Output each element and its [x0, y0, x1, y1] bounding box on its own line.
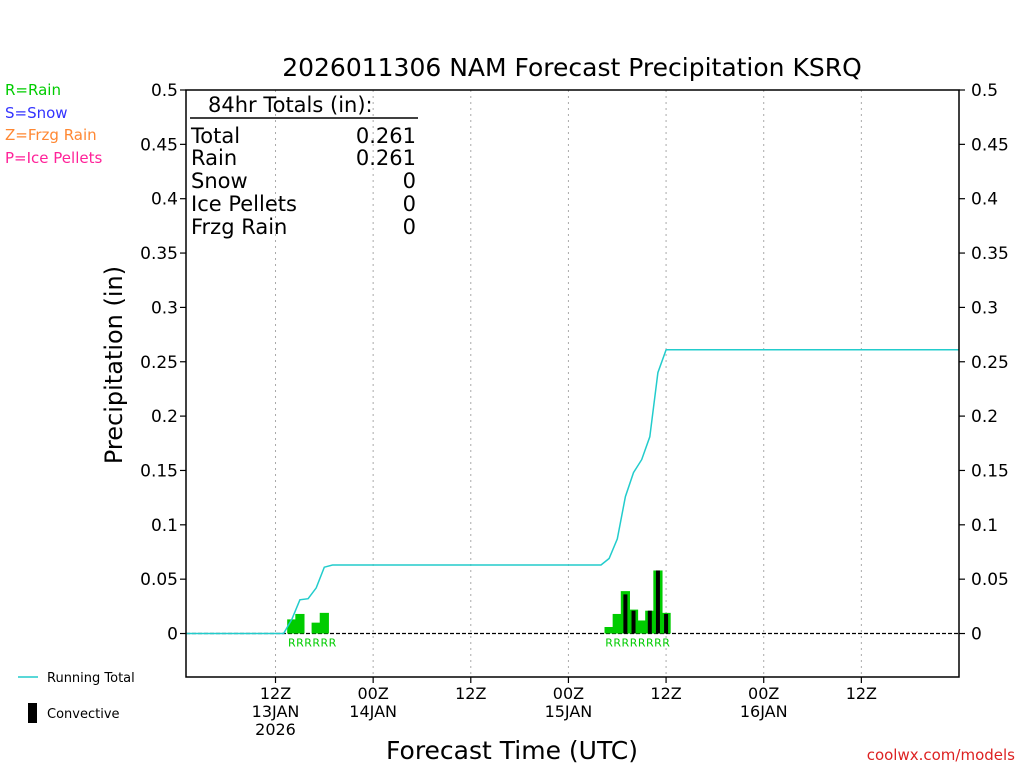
y-tick-label-left-1: 0.05: [140, 570, 178, 590]
totals-value-frzg-rain: 0: [403, 215, 416, 239]
y-axis-left: 0 0.05 0.1 0.15 0.2 0.25 0.3 0.35 0.4 0.45 0.5: [140, 81, 186, 645]
x-tick-label-1-0: 00Z: [357, 684, 388, 703]
legend-snow: S=Snow: [5, 104, 68, 122]
precip-type-marker-13: R: [662, 637, 670, 650]
y-tick-label-left-5: 0.25: [140, 353, 178, 373]
precip-type-marker-5: R: [329, 637, 337, 650]
y-tick-label-left-2: 0.1: [151, 516, 178, 536]
y-tick-label-right-0: 0: [971, 625, 982, 645]
y-tick-label-right-3: 0.15: [971, 461, 1009, 481]
precip-type-marker-4: R: [320, 637, 328, 650]
convective-bar-6: [623, 594, 628, 634]
series-legend: Running Total Convective: [18, 671, 135, 723]
precip-bar-2: [311, 622, 321, 634]
legend-rain: R=Rain: [5, 81, 61, 99]
precip-type-marker-7: R: [613, 637, 621, 650]
totals-label-total: Total: [190, 124, 240, 148]
x-tick-label-5-1: 16JAN: [740, 702, 788, 721]
precip-bar-8: [637, 620, 647, 634]
precip-bars: [287, 570, 671, 634]
totals-label-frzg-rain: Frzg Rain: [191, 215, 287, 239]
y-tick-label-left-4: 0.2: [151, 407, 178, 427]
vertical-grid: [275, 90, 862, 677]
y-axis-label: Precipitation (in): [100, 266, 128, 464]
precip-bar-1: [295, 613, 305, 634]
y-tick-label-left-8: 0.4: [151, 190, 178, 210]
y-tick-label-left-10: 0.5: [151, 81, 178, 101]
x-tick-label-2-0: 12Z: [455, 684, 486, 703]
y-tick-label-right-1: 0.05: [971, 570, 1009, 590]
legend-ice-pellets: P=Ice Pellets: [5, 149, 102, 167]
precip-type-marker-1: R: [296, 637, 304, 650]
convective-bar-7: [631, 610, 636, 634]
precip-type-marker-11: R: [646, 637, 654, 650]
precip-type-marker-12: R: [654, 637, 662, 650]
x-tick-label-0-2: 2026: [255, 720, 296, 739]
x-tick-label-6-0: 12Z: [846, 684, 877, 703]
convective-bar-11: [664, 613, 669, 634]
y-axis-right: 0 0.05 0.1 0.15 0.2 0.25 0.3 0.35 0.4 0.45 0.5: [959, 81, 1009, 645]
x-tick-label-0-1: 13JAN: [252, 702, 300, 721]
y-tick-label-left-6: 0.3: [151, 298, 178, 318]
totals-label-ice-pellets: Ice Pellets: [191, 192, 297, 216]
y-tick-label-right-6: 0.3: [971, 298, 998, 318]
totals-value-total: 0.261: [356, 124, 416, 148]
precip-type-marker-10: R: [638, 637, 646, 650]
x-tick-label-3-0: 00Z: [553, 684, 584, 703]
y-tick-label-left-7: 0.35: [140, 244, 178, 264]
precip-type-legend: R=Rain S=Snow Z=Frzg Rain P=Ice Pellets: [5, 81, 102, 167]
plot-frame: [185, 89, 960, 678]
totals-value-ice-pellets: 0: [403, 192, 416, 216]
y-tick-label-right-4: 0.2: [971, 407, 998, 427]
y-tick-label-left-0: 0: [167, 625, 178, 645]
totals-value-snow: 0: [403, 169, 416, 193]
x-tick-label-5-0: 00Z: [748, 684, 779, 703]
precip-type-marker-8: R: [622, 637, 630, 650]
x-axis-label: Forecast Time (UTC): [386, 736, 638, 765]
y-tick-label-right-2: 0.1: [971, 516, 998, 536]
credit-text: coolwx.com/models: [867, 746, 1015, 764]
x-tick-label-4-0: 12Z: [650, 684, 681, 703]
y-tick-label-right-9: 0.45: [971, 135, 1009, 155]
y-tick-label-right-7: 0.35: [971, 244, 1009, 264]
totals-header: 84hr Totals (in):: [208, 93, 373, 117]
convective-legend-swatch: [28, 703, 37, 723]
precip-bar-5: [612, 613, 622, 634]
totals-label-rain: Rain: [191, 146, 237, 170]
x-tick-label-1-1: 14JAN: [349, 702, 397, 721]
precip-type-marker-0: R: [288, 637, 296, 650]
y-tick-label-right-10: 0.5: [971, 81, 998, 101]
y-tick-label-left-3: 0.15: [140, 461, 178, 481]
convective-legend-label: Convective: [47, 707, 120, 722]
precip-bar-3: [319, 612, 329, 634]
running-total-legend-label: Running Total: [47, 671, 135, 686]
precip-bar-4: [604, 626, 614, 634]
legend-frzg-rain: Z=Frzg Rain: [5, 126, 97, 144]
precip-bar-0: [287, 619, 297, 634]
y-tick-label-right-5: 0.25: [971, 353, 1009, 373]
running-total-group: [186, 349, 959, 635]
convective-bar-10: [655, 570, 660, 634]
chart-title: 2026011306 NAM Forecast Precipitation KS…: [282, 53, 862, 82]
x-tick-label-0-0: 12Z: [260, 684, 291, 703]
precip-type-marker-9: R: [630, 637, 638, 650]
precip-type-marker-6: R: [605, 637, 613, 650]
precip-type-marker-2: R: [304, 637, 312, 650]
totals-label-snow: Snow: [191, 169, 248, 193]
totals-box: 84hr Totals (in): Total 0.261 Rain 0.261…: [190, 93, 418, 239]
convective-bar-9: [647, 610, 652, 634]
totals-value-rain: 0.261: [356, 146, 416, 170]
running-total-line: [186, 349, 959, 635]
precip-type-marker-3: R: [312, 637, 320, 650]
y-tick-label-right-8: 0.4: [971, 190, 998, 210]
y-tick-label-left-9: 0.45: [140, 135, 178, 155]
x-tick-label-3-1: 15JAN: [545, 702, 593, 721]
